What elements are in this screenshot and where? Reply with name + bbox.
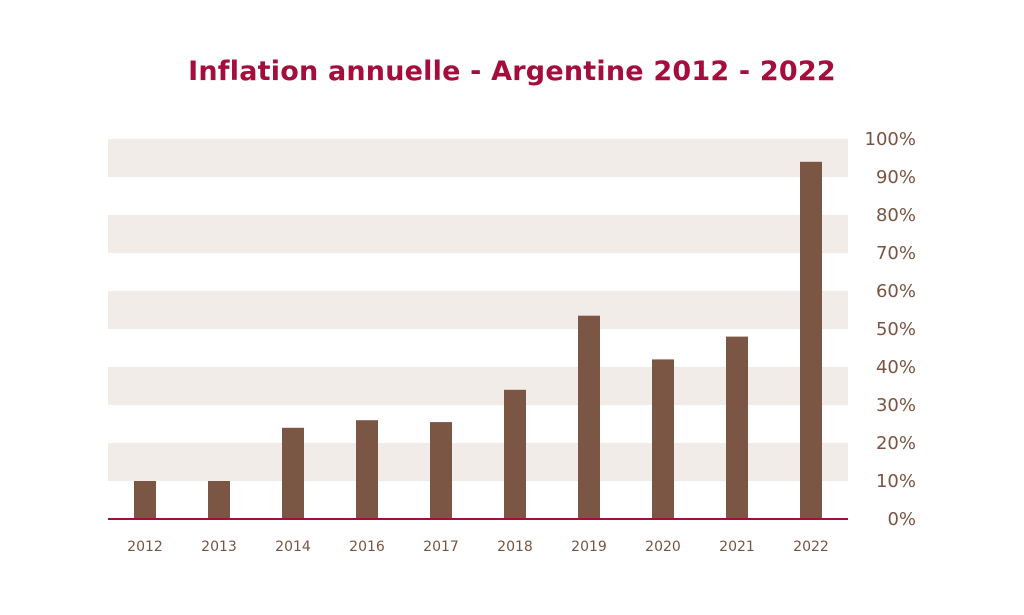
y-tick-label: 0% (887, 509, 916, 530)
x-tick-label: 2017 (423, 539, 459, 555)
x-tick-label: 2019 (571, 539, 607, 555)
bar-2018 (504, 389, 526, 519)
y-tick-label: 90% (876, 167, 916, 188)
y-tick-label: 60% (876, 281, 916, 302)
bar-2014 (282, 427, 304, 519)
x-tick-label: 2018 (497, 539, 533, 555)
y-tick-label: 20% (876, 433, 916, 454)
bar-2022 (800, 161, 822, 520)
grid-band (108, 367, 848, 405)
x-tick-label: 2016 (349, 539, 385, 555)
x-tick-label: 2022 (793, 539, 829, 555)
bar-2020 (652, 359, 674, 519)
grid-band (108, 291, 848, 329)
y-tick-label: 100% (865, 129, 916, 150)
bar-2021 (726, 336, 748, 519)
y-tick-label: 10% (876, 471, 916, 492)
y-tick-label: 70% (876, 243, 916, 264)
bar-2012 (134, 481, 156, 519)
x-axis-ticks: 2012 2013 2014 2016 2017 2018 2019 2020 2021 2022 (127, 539, 829, 555)
x-tick-label: 2020 (645, 539, 681, 555)
bar-2017 (430, 422, 452, 519)
grid-band (108, 443, 848, 481)
x-tick-label: 2021 (719, 539, 755, 555)
y-tick-label: 30% (876, 395, 916, 416)
y-tick-label: 80% (876, 205, 916, 226)
x-tick-label: 2013 (201, 539, 237, 555)
bar-2019 (578, 315, 600, 519)
y-axis-ticks: 0% 10% 20% 30% 40% 50% 60% 70% 80% 90% 100% (865, 129, 916, 530)
x-tick-label: 2012 (127, 539, 163, 555)
y-tick-label: 50% (876, 319, 916, 340)
bar-2013 (208, 481, 230, 519)
grid-band (108, 139, 848, 177)
bars (134, 161, 822, 520)
grid-bands (108, 139, 848, 481)
chart-title: Inflation annuelle - Argentine 2012 - 20… (188, 56, 836, 87)
y-tick-label: 40% (876, 357, 916, 378)
bar-2016 (356, 420, 378, 519)
grid-band (108, 215, 848, 253)
x-tick-label: 2014 (275, 539, 311, 555)
